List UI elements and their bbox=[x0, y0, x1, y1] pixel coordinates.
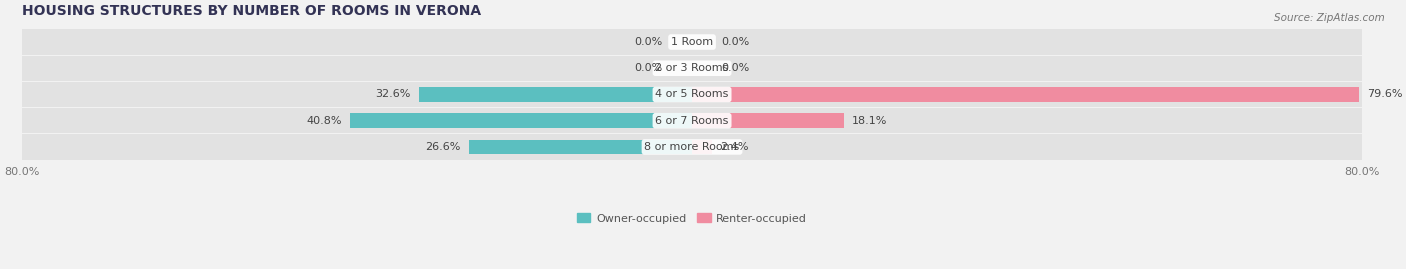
Bar bbox=[692, 140, 713, 154]
Text: 8 or more Rooms: 8 or more Rooms bbox=[644, 142, 740, 152]
Text: 0.0%: 0.0% bbox=[634, 37, 662, 47]
Bar bbox=[22, 55, 1362, 81]
Text: 2 or 3 Rooms: 2 or 3 Rooms bbox=[655, 63, 728, 73]
Text: 26.6%: 26.6% bbox=[426, 142, 461, 152]
Bar bbox=[22, 108, 1362, 133]
Bar bbox=[419, 87, 692, 102]
Text: 1 Room: 1 Room bbox=[671, 37, 713, 47]
Bar bbox=[692, 87, 1358, 102]
Text: 6 or 7 Rooms: 6 or 7 Rooms bbox=[655, 116, 728, 126]
Text: 4 or 5 Rooms: 4 or 5 Rooms bbox=[655, 90, 728, 100]
Bar bbox=[22, 82, 1362, 107]
Text: HOUSING STRUCTURES BY NUMBER OF ROOMS IN VERONA: HOUSING STRUCTURES BY NUMBER OF ROOMS IN… bbox=[22, 4, 481, 18]
Bar bbox=[22, 29, 1362, 55]
Text: Source: ZipAtlas.com: Source: ZipAtlas.com bbox=[1274, 13, 1385, 23]
Text: 40.8%: 40.8% bbox=[307, 116, 342, 126]
Bar bbox=[470, 140, 692, 154]
Text: 0.0%: 0.0% bbox=[721, 37, 749, 47]
Bar bbox=[22, 134, 1362, 160]
Text: 79.6%: 79.6% bbox=[1367, 90, 1403, 100]
Text: 18.1%: 18.1% bbox=[852, 116, 887, 126]
Legend: Owner-occupied, Renter-occupied: Owner-occupied, Renter-occupied bbox=[572, 209, 811, 228]
Bar bbox=[350, 114, 692, 128]
Text: 0.0%: 0.0% bbox=[634, 63, 662, 73]
Bar bbox=[692, 114, 844, 128]
Text: 32.6%: 32.6% bbox=[375, 90, 411, 100]
Text: 0.0%: 0.0% bbox=[721, 63, 749, 73]
Text: 2.4%: 2.4% bbox=[720, 142, 749, 152]
